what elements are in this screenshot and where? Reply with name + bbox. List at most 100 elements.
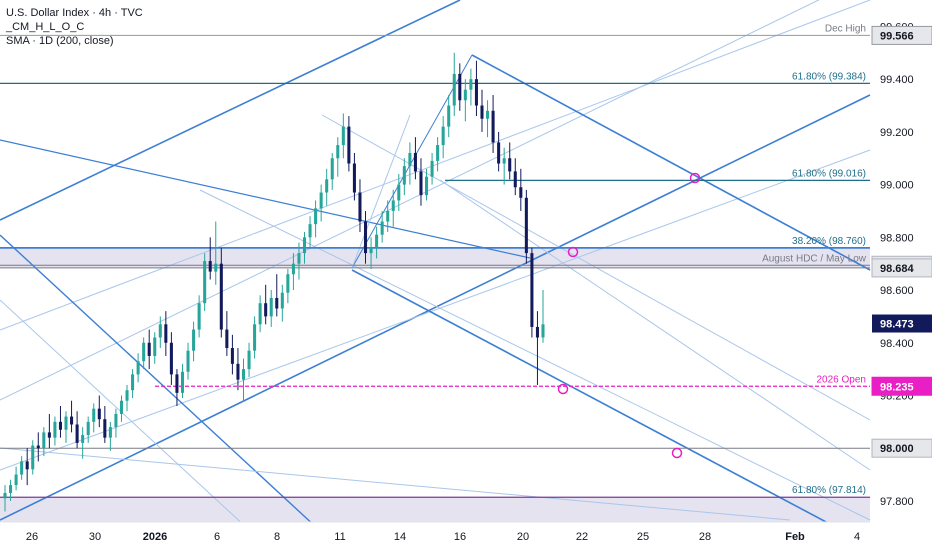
candle — [341, 113, 345, 159]
candle-body — [114, 413, 118, 428]
candle — [131, 369, 135, 399]
candle-body — [192, 329, 196, 351]
x-tick-label: 11 — [334, 531, 345, 543]
candle — [330, 152, 334, 190]
candle — [502, 147, 506, 185]
price-badge-0 — [871, 25, 932, 45]
candle-body — [64, 416, 68, 430]
pivot-marker-2 — [557, 383, 569, 395]
candle-body — [441, 126, 445, 146]
candle-body — [214, 263, 218, 272]
candle-body — [158, 324, 162, 338]
candle-body — [47, 432, 51, 438]
candle — [358, 179, 362, 233]
candle — [508, 142, 512, 180]
candle — [9, 479, 13, 501]
candle — [425, 168, 429, 201]
x-tick-label: 14 — [394, 531, 406, 543]
candle-body — [330, 158, 334, 180]
candle-body — [97, 408, 101, 420]
candle — [535, 311, 539, 385]
candle — [530, 247, 534, 338]
candle-body — [230, 348, 234, 364]
candle — [447, 94, 451, 138]
candle — [225, 311, 229, 356]
candle — [164, 311, 168, 356]
candle-body — [247, 350, 251, 370]
candle-body — [419, 171, 423, 196]
x-tick-label: 26 — [26, 531, 38, 543]
x-tick-label: 22 — [576, 531, 588, 543]
level-label-4: August HDC / May Low — [762, 253, 867, 264]
candle — [20, 456, 24, 480]
y-tick-label: 99.200 — [880, 127, 914, 139]
candle-body — [325, 179, 329, 193]
candle-body — [197, 303, 201, 330]
candle — [25, 448, 29, 486]
level-label-1: 61.80% (99.384) — [792, 71, 866, 82]
x-tick-label: 2026 — [143, 531, 167, 543]
candle-body — [241, 369, 246, 380]
candle — [230, 334, 234, 375]
chart-title: U.S. Dollar Index · 4h · TVC — [6, 7, 143, 19]
candle-body — [20, 461, 24, 475]
candle — [258, 295, 262, 333]
candle-body — [164, 324, 168, 343]
x-tick-label: Feb — [785, 531, 805, 543]
x-tick-label: 30 — [89, 531, 101, 543]
candle-body — [297, 253, 301, 264]
candle-body — [153, 337, 157, 356]
candle-body — [308, 224, 312, 238]
trendline-4 — [0, 0, 871, 331]
candle-body — [169, 342, 173, 375]
x-tick-label: 8 — [274, 531, 280, 543]
candle-body — [474, 79, 478, 106]
candle — [441, 116, 445, 159]
candle — [413, 137, 417, 180]
indicator-label: _CM_H_L_O_C — [6, 21, 85, 33]
candle-body — [119, 400, 123, 414]
candle-body — [58, 421, 62, 430]
candle — [247, 342, 251, 378]
candle-body — [436, 145, 440, 161]
trendline-13 — [351, 54, 473, 269]
candle-body — [386, 210, 390, 222]
candle — [391, 189, 395, 227]
candle-body — [341, 126, 345, 146]
candle — [430, 152, 434, 185]
candle-body — [502, 158, 506, 164]
candle-body — [31, 445, 35, 470]
candle-body — [236, 363, 240, 380]
candle-body — [458, 73, 462, 101]
y-tick-label: 97.800 — [880, 496, 914, 508]
candle-body — [142, 342, 146, 362]
candle-body — [519, 187, 523, 198]
x-tick-label: 16 — [454, 531, 466, 543]
candle — [214, 221, 218, 285]
price-badge-5 — [871, 258, 932, 278]
candle-body — [497, 142, 501, 164]
level-label-8: 61.80% (97.814) — [792, 485, 866, 496]
candle-body — [452, 73, 456, 106]
candle — [103, 406, 107, 443]
x-tick-label: 4 — [854, 531, 860, 543]
candle — [314, 200, 318, 238]
candle — [153, 332, 157, 364]
candle — [114, 408, 118, 438]
candle — [186, 342, 190, 380]
candle — [319, 184, 323, 222]
time-axis — [0, 522, 932, 550]
candle — [42, 427, 46, 457]
x-tick-label: 6 — [214, 531, 220, 543]
candle-body — [347, 126, 351, 164]
candle — [180, 363, 185, 399]
candle-body — [92, 408, 96, 422]
candle-body — [253, 324, 257, 351]
candle — [308, 216, 312, 248]
level-label-3: 38.20% (98.760) — [792, 236, 866, 247]
current-price-label: 98.473 — [880, 319, 914, 331]
candle-body — [203, 261, 207, 304]
candle-body — [25, 461, 29, 470]
candle — [474, 60, 478, 117]
